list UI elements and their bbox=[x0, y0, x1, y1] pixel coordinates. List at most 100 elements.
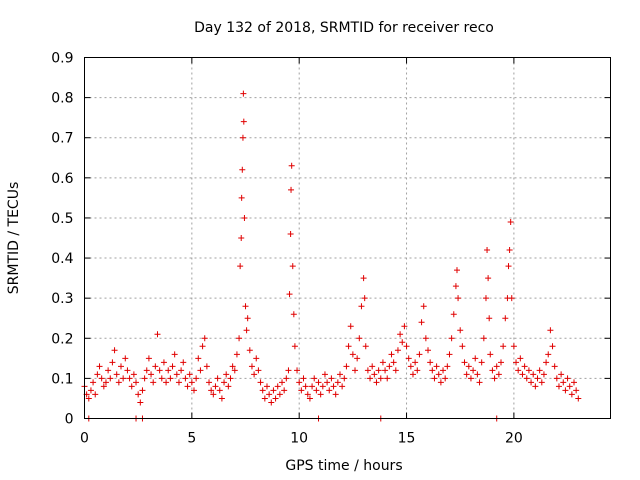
data-point bbox=[319, 383, 326, 390]
data-point bbox=[113, 371, 120, 378]
data-point bbox=[489, 367, 496, 374]
data-point bbox=[442, 375, 449, 382]
data-point bbox=[87, 387, 94, 394]
data-point bbox=[238, 194, 245, 201]
data-point bbox=[223, 371, 230, 378]
data-point bbox=[386, 363, 393, 370]
data-point bbox=[487, 351, 494, 358]
data-point bbox=[272, 395, 279, 402]
data-point bbox=[178, 367, 185, 374]
data-point bbox=[281, 387, 288, 394]
data-point bbox=[382, 367, 389, 374]
data-point bbox=[135, 391, 142, 398]
data-point bbox=[152, 363, 159, 370]
data-point bbox=[360, 275, 367, 282]
data-point bbox=[495, 371, 502, 378]
data-point bbox=[216, 387, 223, 394]
data-point bbox=[288, 162, 295, 169]
data-point bbox=[242, 303, 249, 310]
data-point bbox=[412, 359, 419, 366]
data-point bbox=[463, 371, 470, 378]
data-point bbox=[240, 90, 247, 97]
data-point bbox=[311, 375, 318, 382]
data-point bbox=[414, 367, 421, 374]
data-point bbox=[182, 375, 189, 382]
data-point bbox=[85, 395, 92, 402]
data-point bbox=[266, 391, 273, 398]
axis-ticks: 0 0.1 0.2 0.3 0.4 0.5 0.6 0.7 0.8 0.9 0 5 10 15 20 bbox=[51, 51, 611, 447]
data-point bbox=[379, 359, 386, 366]
data-point bbox=[154, 331, 161, 338]
data-point bbox=[206, 379, 213, 386]
data-point bbox=[120, 375, 127, 382]
data-point bbox=[326, 387, 333, 394]
data-point bbox=[562, 387, 569, 394]
data-point bbox=[341, 375, 348, 382]
grid-lines bbox=[84, 57, 611, 419]
data-point bbox=[476, 379, 483, 386]
data-point bbox=[180, 359, 187, 366]
data-point bbox=[564, 375, 571, 382]
data-point bbox=[354, 355, 361, 362]
data-point bbox=[515, 367, 522, 374]
x-tick-label: 0 bbox=[80, 431, 89, 447]
data-point bbox=[184, 383, 191, 390]
data-point bbox=[130, 371, 137, 378]
data-point bbox=[285, 367, 292, 374]
y-tick-label: 0.7 bbox=[51, 131, 73, 147]
data-point bbox=[347, 323, 354, 330]
data-point bbox=[507, 218, 514, 225]
data-point bbox=[186, 371, 193, 378]
y-tick-label: 0.2 bbox=[51, 331, 73, 347]
data-point bbox=[361, 295, 368, 302]
data-point bbox=[455, 295, 462, 302]
data-point bbox=[122, 355, 129, 362]
data-point bbox=[558, 371, 565, 378]
data-point bbox=[538, 379, 545, 386]
y-tick-label: 0.4 bbox=[51, 251, 73, 267]
data-point bbox=[358, 303, 365, 310]
data-point bbox=[148, 371, 155, 378]
chart-title: Day 132 of 2018, SRMTID for receiver rec… bbox=[194, 20, 494, 36]
data-point bbox=[158, 375, 165, 382]
data-point bbox=[519, 371, 526, 378]
data-point bbox=[403, 343, 410, 350]
data-point bbox=[384, 375, 391, 382]
data-point bbox=[240, 118, 247, 125]
data-point bbox=[459, 343, 466, 350]
data-point bbox=[111, 347, 118, 354]
data-point bbox=[532, 383, 539, 390]
data-point bbox=[107, 375, 114, 382]
data-point bbox=[575, 395, 582, 402]
data-point bbox=[345, 343, 352, 350]
data-point bbox=[156, 367, 163, 374]
data-point bbox=[279, 379, 286, 386]
data-point bbox=[300, 375, 307, 382]
data-point bbox=[287, 230, 294, 237]
data-point bbox=[210, 391, 217, 398]
data-point bbox=[261, 395, 268, 402]
data-point bbox=[525, 367, 532, 374]
data-point bbox=[422, 335, 429, 342]
data-point bbox=[545, 351, 552, 358]
data-point bbox=[457, 327, 464, 334]
data-point bbox=[253, 355, 260, 362]
x-tick-label: 10 bbox=[290, 431, 308, 447]
data-point bbox=[450, 311, 457, 318]
data-point bbox=[94, 371, 101, 378]
data-point bbox=[117, 363, 124, 370]
data-point bbox=[551, 363, 558, 370]
data-point bbox=[143, 367, 150, 374]
data-point bbox=[96, 363, 103, 370]
data-point bbox=[212, 383, 219, 390]
data-point bbox=[208, 387, 215, 394]
data-point bbox=[356, 335, 363, 342]
data-point bbox=[549, 343, 556, 350]
data-point bbox=[251, 371, 258, 378]
data-point bbox=[246, 347, 253, 354]
data-point bbox=[239, 166, 246, 173]
data-point bbox=[165, 367, 172, 374]
data-point bbox=[553, 375, 560, 382]
data-point bbox=[478, 359, 485, 366]
